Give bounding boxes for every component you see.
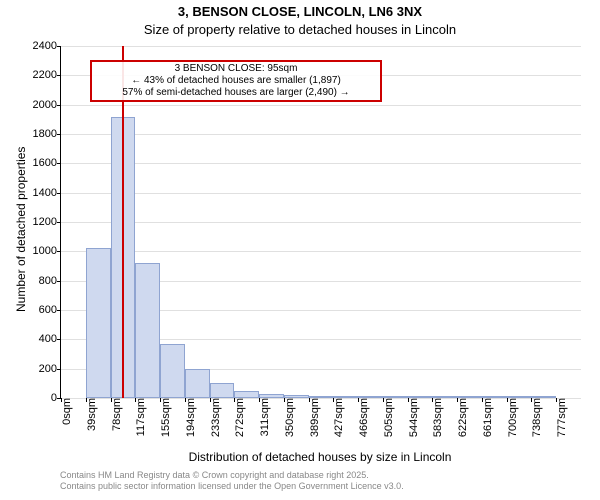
x-tick-label: 311sqm: [255, 398, 271, 436]
y-tick-label: 600: [39, 304, 61, 316]
annotation-box: 3 BENSON CLOSE: 95sqm← 43% of detached h…: [90, 60, 382, 102]
x-tick-label: 583sqm: [428, 398, 444, 437]
histogram-chart: 3, BENSON CLOSE, LINCOLN, LN6 3NX Size o…: [0, 0, 600, 500]
grid-line: [61, 193, 581, 194]
x-tick-label: 427sqm: [329, 398, 345, 437]
x-tick-label: 350sqm: [280, 398, 296, 437]
y-tick-label: 1600: [33, 157, 61, 169]
chart-subtitle: Size of property relative to detached ho…: [0, 22, 600, 37]
annotation-line: 57% of semi-detached houses are larger (…: [96, 87, 376, 99]
grid-line: [61, 222, 581, 223]
x-tick-label: 272sqm: [230, 398, 246, 437]
x-tick-label: 117sqm: [131, 398, 147, 436]
y-tick-label: 2000: [33, 99, 61, 111]
grid-line: [61, 105, 581, 106]
y-tick-label: 800: [39, 275, 61, 287]
x-tick-label: 700sqm: [503, 398, 519, 437]
attribution-line-2: Contains public sector information licen…: [60, 481, 404, 492]
grid-line: [61, 251, 581, 252]
y-axis-label: Number of detached properties: [14, 147, 28, 312]
x-tick-label: 622sqm: [453, 398, 469, 437]
x-tick-label: 544sqm: [404, 398, 420, 437]
histogram-bar: [160, 344, 185, 398]
y-tick-label: 1400: [33, 187, 61, 199]
histogram-bar: [234, 391, 259, 398]
y-tick-label: 1000: [33, 245, 61, 257]
x-tick-label: 155sqm: [156, 398, 172, 437]
attribution-line-1: Contains HM Land Registry data © Crown c…: [60, 470, 404, 481]
x-tick-label: 233sqm: [206, 398, 222, 437]
x-axis-label: Distribution of detached houses by size …: [60, 450, 580, 464]
y-tick-label: 2400: [33, 40, 61, 52]
grid-line: [61, 163, 581, 164]
x-tick-label: 39sqm: [82, 398, 98, 431]
y-tick-label: 1200: [33, 216, 61, 228]
y-tick-label: 1800: [33, 128, 61, 140]
x-tick-label: 661sqm: [478, 398, 494, 437]
y-tick-label: 400: [39, 333, 61, 345]
histogram-bar: [86, 248, 111, 398]
attribution-text: Contains HM Land Registry data © Crown c…: [60, 470, 404, 492]
histogram-bar: [210, 383, 235, 398]
y-tick-label: 200: [39, 363, 61, 375]
annotation-line: 3 BENSON CLOSE: 95sqm: [96, 63, 376, 75]
x-tick-label: 0sqm: [57, 398, 73, 425]
x-tick-label: 389sqm: [305, 398, 321, 437]
x-tick-label: 738sqm: [527, 398, 543, 437]
y-tick-label: 2200: [33, 69, 61, 81]
x-tick-label: 466sqm: [354, 398, 370, 437]
histogram-bar: [135, 263, 160, 398]
x-tick-label: 78sqm: [107, 398, 123, 431]
annotation-line: ← 43% of detached houses are smaller (1,…: [96, 75, 376, 87]
grid-line: [61, 134, 581, 135]
chart-title: 3, BENSON CLOSE, LINCOLN, LN6 3NX: [0, 4, 600, 19]
x-tick-label: 777sqm: [552, 398, 568, 437]
histogram-bar: [185, 369, 210, 398]
x-tick-label: 194sqm: [181, 398, 197, 437]
x-tick-label: 505sqm: [379, 398, 395, 437]
grid-line: [61, 46, 581, 47]
